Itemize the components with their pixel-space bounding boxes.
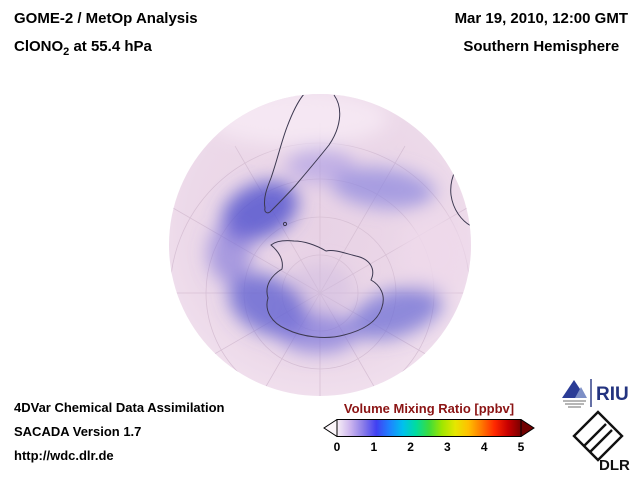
colorbar-right-arrow [520, 419, 535, 437]
colorbar-ticks: 0 1 2 3 4 5 [333, 440, 525, 454]
dlr-star-slash-icon [583, 423, 613, 453]
globe-map [168, 93, 472, 397]
colorbar-tick-2: 2 [407, 440, 414, 454]
header-left: GOME-2 / MetOp Analysis ClONO2 at 55.4 h… [14, 10, 198, 58]
colorbar-tick-1: 1 [370, 440, 378, 454]
species-name: ClONO [14, 38, 64, 55]
datetime-label: Mar 19, 2010, 12:00 GMT [454, 10, 628, 27]
dlr-star-icon [572, 410, 624, 462]
globe-svg [169, 94, 471, 396]
colorbar-title: Volume Mixing Ratio [ppbv] [343, 401, 515, 416]
colorbar-tick-5: 5 [517, 440, 525, 454]
header-right: Mar 19, 2010, 12:00 GMT Southern Hemisph… [455, 10, 628, 55]
colorbar-tick-0: 0 [333, 440, 341, 454]
colorbar [323, 419, 535, 437]
riu-peak2-icon [575, 387, 587, 398]
colorbar-left-arrow [323, 419, 338, 437]
hemisphere-label: Southern Hemisphere [463, 38, 620, 55]
south-america-outline [264, 94, 341, 214]
species-subscript: 2 [63, 46, 70, 58]
riu-waves-icon [563, 400, 586, 408]
colorbar-tick-4: 4 [480, 440, 488, 454]
dlr-logo-text: DLR [599, 457, 630, 472]
species-level-label: ClONO2 at 55.4 hPa [14, 38, 198, 58]
dlr-logo: DLR [572, 410, 630, 472]
falklands-outline [282, 221, 288, 227]
antarctica-outline [266, 240, 384, 338]
riu-logo-text: RIU [596, 384, 629, 405]
version-label: SACADA Version 1.7 [14, 424, 142, 439]
colorbar-gradient-bar [336, 419, 522, 437]
riu-logo: RIU [562, 379, 629, 408]
colorbar-tick-3: 3 [444, 440, 451, 454]
pressure-level: at 55.4 hPa [69, 38, 152, 55]
assimilation-label: 4DVar Chemical Data Assimilation [14, 400, 225, 415]
wdc-url: http://wdc.dlr.de [14, 448, 114, 463]
analysis-title: GOME-2 / MetOp Analysis [14, 10, 198, 27]
